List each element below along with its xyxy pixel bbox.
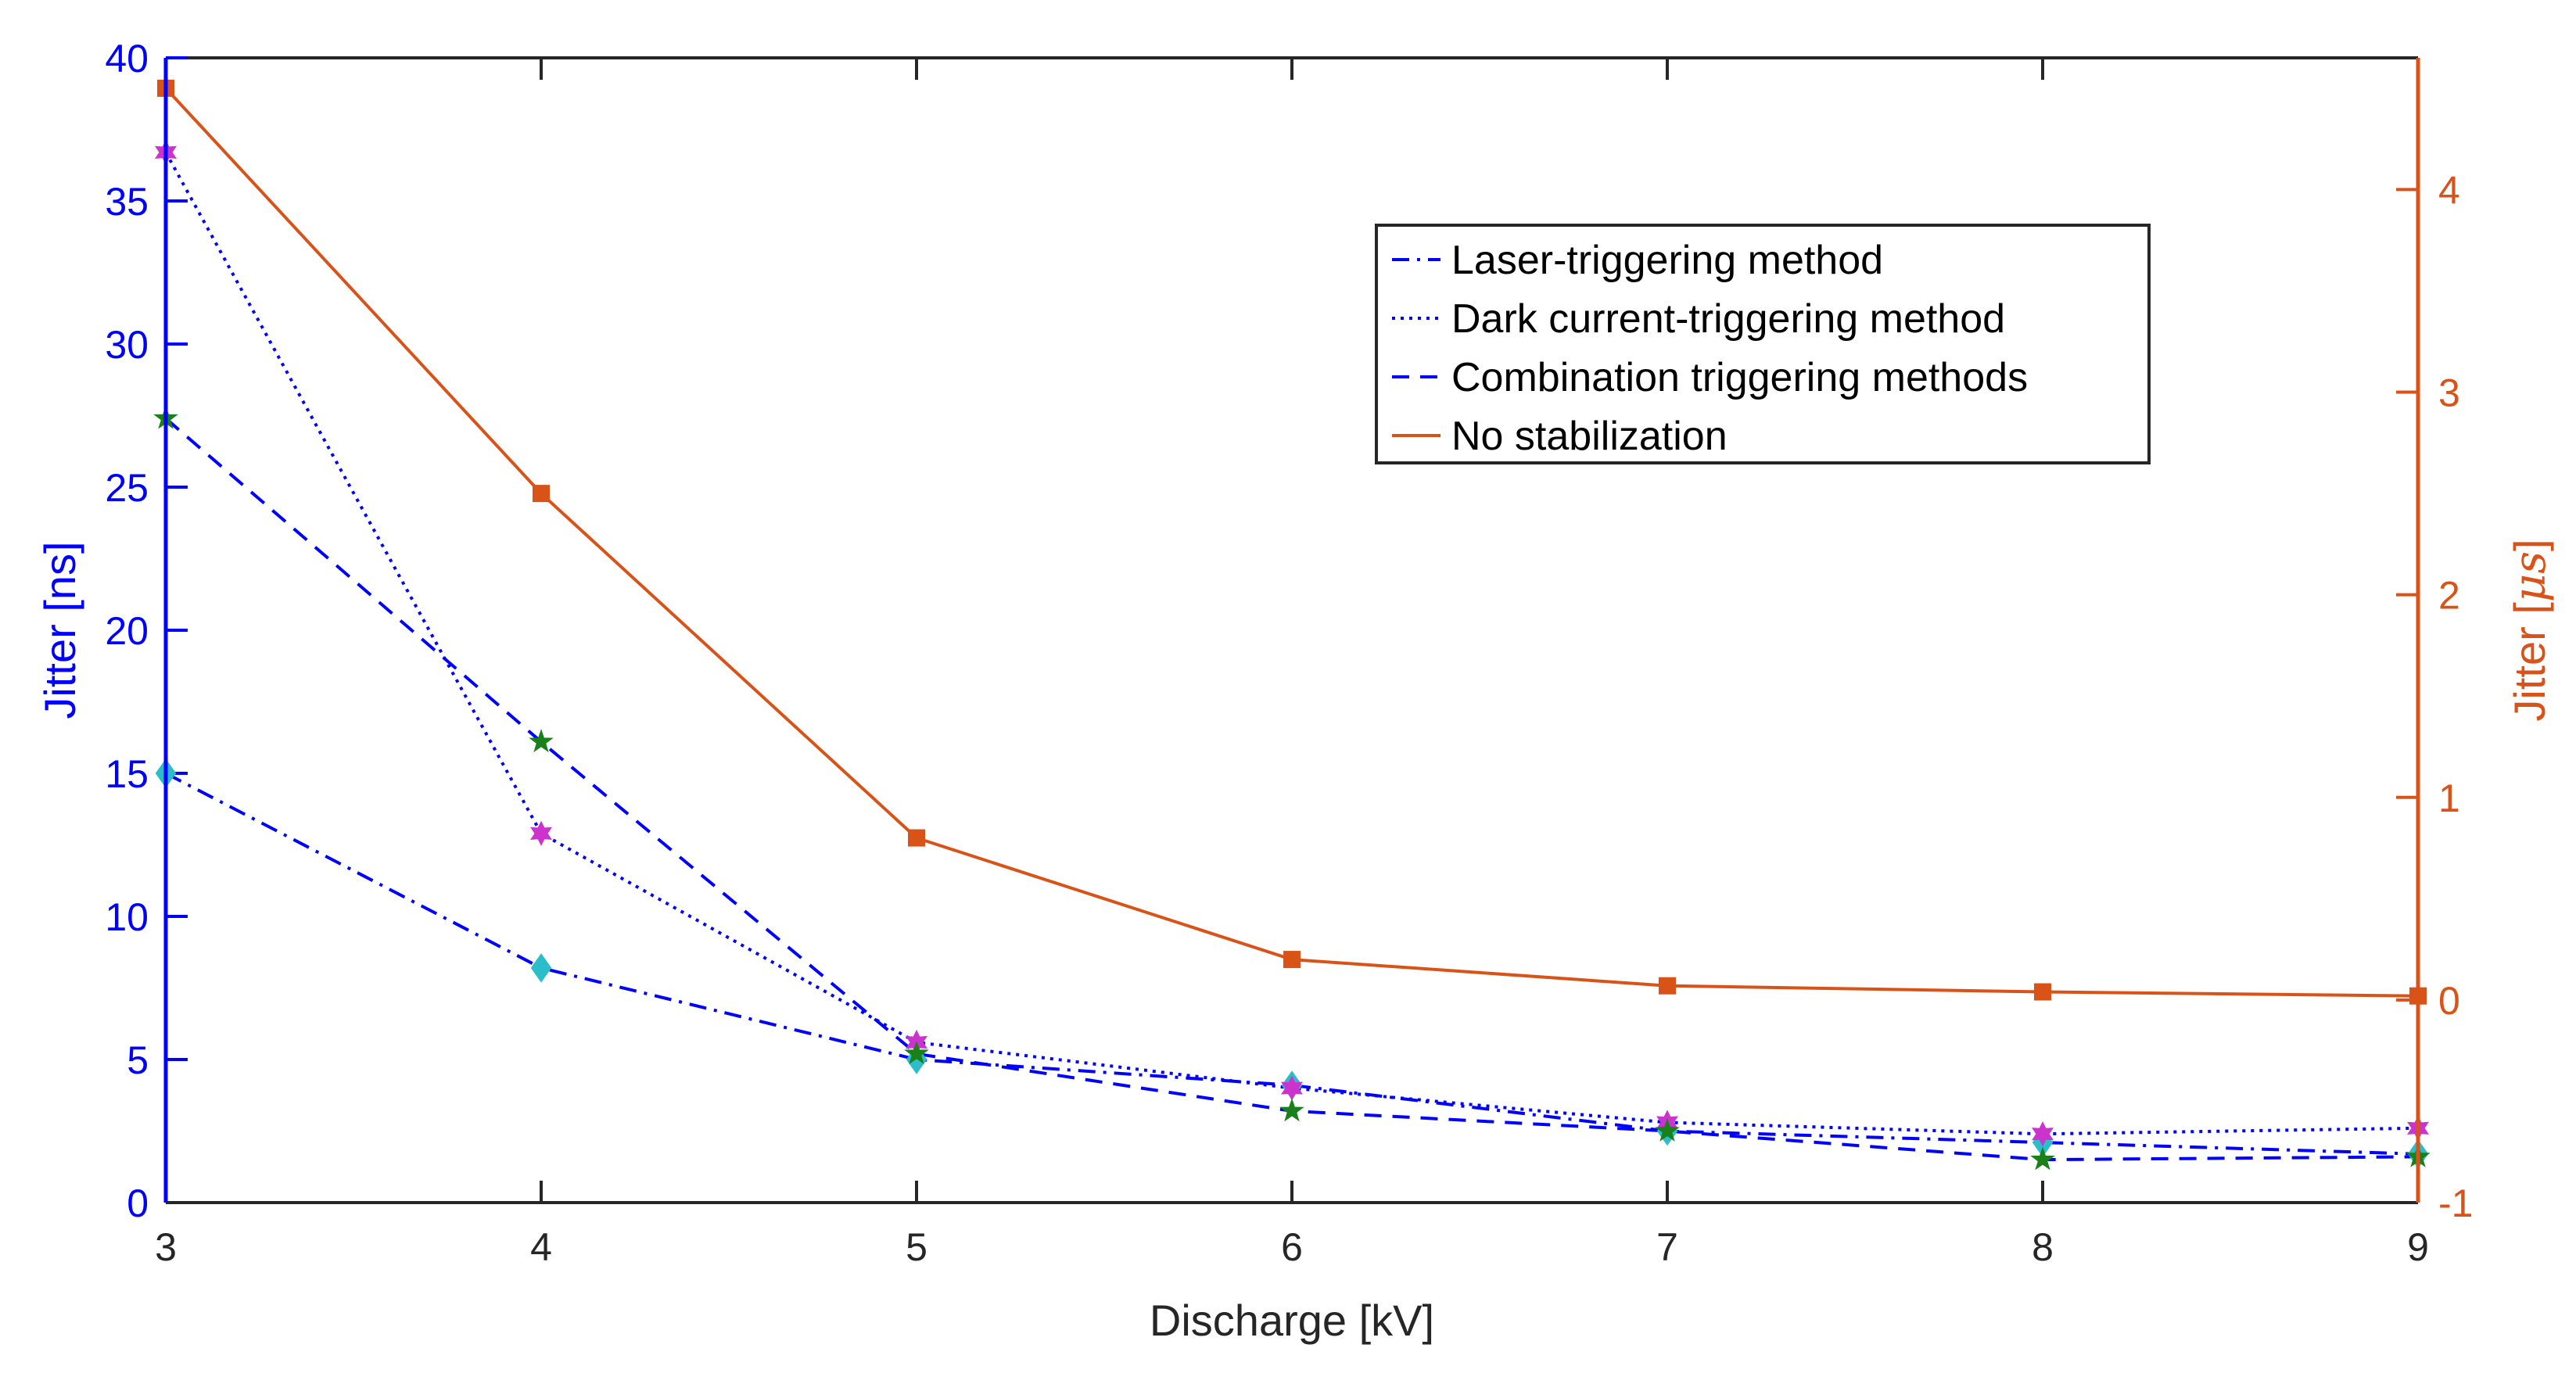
- x-tick-label: 4: [530, 1225, 552, 1269]
- data-point-series-3: [1659, 977, 1676, 995]
- x-tick-label: 6: [1281, 1225, 1303, 1269]
- legend-label: Combination triggering methods: [1451, 355, 2028, 400]
- right-axis-title: Jitter [μs]: [2505, 539, 2556, 721]
- right-tick-label: 1: [2438, 776, 2460, 820]
- left-tick-label: 5: [127, 1038, 149, 1082]
- data-point-series-1: [2032, 1121, 2054, 1147]
- data-point-series-3: [533, 485, 550, 503]
- right-axis-title-suffix: ]: [2505, 539, 2554, 551]
- series-layer: [153, 79, 2431, 1171]
- legend-label: No stabilization: [1451, 414, 1727, 459]
- left-tick-label: 40: [105, 37, 149, 81]
- x-tick-label: 7: [1656, 1225, 1678, 1269]
- left-tick-label: 20: [105, 609, 149, 653]
- data-point-series-2: [529, 729, 554, 753]
- data-point-series-3: [1283, 951, 1301, 969]
- x-tick-label: 9: [2407, 1225, 2429, 1269]
- left-tick-label: 15: [105, 752, 149, 796]
- data-point-series-2: [1279, 1098, 1304, 1122]
- legend-label: Dark current-triggering method: [1451, 296, 2005, 342]
- right-axis-title-unit: μs: [2505, 551, 2556, 602]
- right-tick-label: 0: [2438, 979, 2460, 1023]
- data-point-series-1: [530, 820, 552, 847]
- right-tick-label: 3: [2438, 371, 2460, 415]
- x-tick-label: 3: [155, 1225, 177, 1269]
- right-tick-label: 4: [2438, 168, 2460, 212]
- data-point-series-3: [908, 829, 925, 847]
- x-tick-label: 5: [906, 1225, 927, 1269]
- left-tick-label: 25: [105, 466, 149, 510]
- x-axis-title: Discharge [kV]: [1150, 1296, 1434, 1345]
- right-tick-label: -1: [2438, 1181, 2473, 1225]
- legend-label: Laser-triggering method: [1451, 238, 1883, 283]
- legend: Laser-triggering method Dark current-trig…: [1375, 224, 2151, 464]
- left-tick-label: 0: [127, 1181, 149, 1225]
- left-tick-label: 30: [105, 323, 149, 367]
- data-point-series-2: [1655, 1117, 1680, 1142]
- data-point-series-2: [904, 1041, 929, 1065]
- data-point-series-0: [530, 953, 552, 983]
- legend-box: [1375, 224, 2151, 464]
- left-tick-label: 10: [105, 895, 149, 939]
- left-tick-label: 35: [105, 180, 149, 224]
- x-tick-label: 8: [2032, 1225, 2054, 1269]
- right-axis-ticks: -1 0 1 2 3 4: [2396, 168, 2473, 1225]
- data-point-series-3: [2034, 983, 2051, 1001]
- left-axis-title: Jitter [ns]: [35, 541, 84, 719]
- left-axis-ticks: 0 5 10 15 20 25 30 35 40: [105, 37, 188, 1225]
- data-point-series-2: [2030, 1146, 2055, 1171]
- right-tick-label: 2: [2438, 574, 2460, 618]
- right-axis-title-prefix: Jitter [: [2505, 602, 2554, 722]
